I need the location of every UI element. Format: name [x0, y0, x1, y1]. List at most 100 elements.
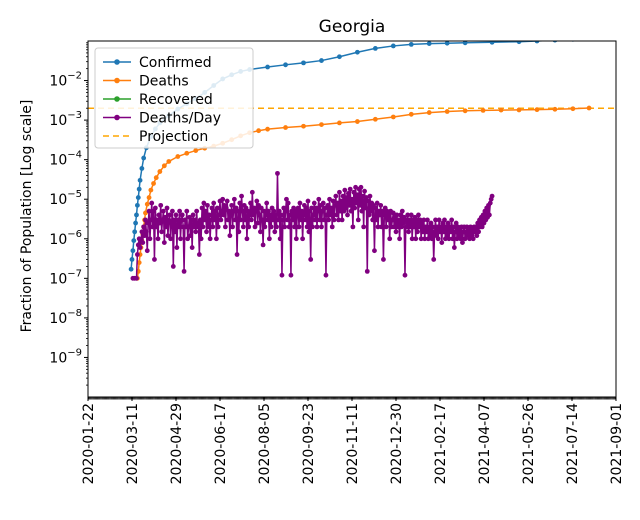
data-point [430, 224, 436, 230]
data-point [150, 224, 156, 230]
x-tick-label: 2020-08-05 [257, 403, 273, 484]
data-point [336, 217, 341, 223]
data-point [219, 208, 225, 214]
data-point [328, 205, 334, 211]
data-point [282, 224, 288, 230]
data-point [170, 264, 176, 269]
data-point [177, 208, 182, 214]
data-point [267, 212, 273, 218]
data-point [214, 236, 219, 242]
data-point [290, 217, 296, 223]
data-point [258, 229, 263, 235]
data-point [587, 36, 592, 41]
data-point [377, 212, 383, 218]
data-point [337, 208, 343, 214]
data-point [146, 195, 152, 200]
legend-marker [114, 77, 120, 84]
data-point [148, 187, 154, 193]
data-point [390, 114, 396, 120]
data-point [403, 217, 409, 223]
data-point [192, 217, 198, 223]
data-point [415, 229, 420, 235]
data-point [391, 224, 397, 230]
data-point [486, 212, 492, 218]
data-point [386, 212, 392, 218]
x-tick-label: 2020-04-29 [169, 403, 185, 484]
data-point [238, 217, 244, 223]
data-point [449, 217, 455, 223]
data-point [130, 248, 136, 254]
data-point [370, 217, 376, 223]
data-point [480, 108, 486, 113]
data-point [311, 200, 317, 206]
data-point [169, 220, 174, 226]
data-point [416, 212, 421, 218]
data-point [232, 217, 238, 223]
data-point [283, 208, 288, 214]
data-point [166, 159, 172, 164]
data-point [136, 260, 142, 265]
data-point [409, 236, 415, 242]
data-point [472, 229, 478, 235]
x-tick-label: 2020-09-23 [301, 403, 317, 484]
data-point [145, 220, 151, 226]
data-point [212, 217, 218, 223]
data-point [343, 205, 349, 211]
data-point [338, 198, 344, 204]
data-point [271, 208, 277, 214]
y-tick-label: 10−7 [49, 268, 82, 287]
data-point [161, 163, 167, 169]
legend-entry-projection: Projection [103, 129, 208, 145]
data-point [165, 233, 171, 239]
data-point [421, 217, 427, 223]
data-point [173, 212, 179, 218]
data-point [257, 212, 262, 218]
data-point [423, 224, 429, 230]
data-point [266, 208, 271, 214]
data-point [373, 217, 379, 223]
data-point [438, 224, 444, 230]
data-point [274, 224, 279, 230]
data-point [437, 229, 443, 235]
data-point [265, 217, 270, 223]
data-point [205, 224, 211, 230]
data-point [353, 184, 358, 190]
data-point [445, 220, 451, 226]
data-point [376, 208, 382, 214]
data-point [265, 126, 270, 132]
data-point [381, 257, 386, 262]
data-point [134, 212, 139, 218]
data-point [136, 186, 142, 192]
data-point [552, 41, 558, 43]
data-point [143, 229, 149, 235]
data-point [193, 148, 199, 153]
data-point [218, 217, 224, 223]
data-point [152, 257, 157, 262]
data-point [295, 205, 301, 211]
data-point [134, 202, 140, 208]
plot-area [88, 36, 616, 281]
data-point [479, 224, 485, 230]
data-point [308, 257, 314, 262]
data-point [222, 224, 228, 230]
data-point [245, 208, 251, 214]
data-point [393, 229, 399, 235]
data-point [306, 229, 312, 235]
data-point [265, 64, 270, 70]
chart-title: Georgia [319, 17, 386, 37]
data-point [351, 189, 357, 195]
axes: 10−9 10−8 10−7 10−6 10−5 10−4 10−3 10−2 2020-01-… [49, 42, 625, 484]
data-point [372, 116, 378, 122]
data-point [444, 41, 450, 46]
data-point [398, 212, 403, 218]
data-point [167, 212, 173, 218]
data-point [197, 217, 203, 223]
data-point [293, 236, 299, 242]
data-point [134, 252, 140, 257]
data-point [327, 196, 332, 202]
data-point [293, 208, 298, 214]
data-point [256, 128, 262, 134]
data-point [181, 268, 187, 274]
data-point [489, 41, 495, 45]
data-point [137, 245, 143, 250]
